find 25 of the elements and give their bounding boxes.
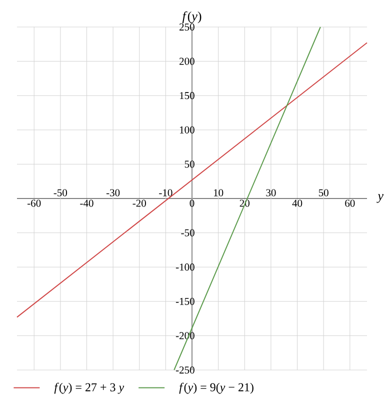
x-tick-label: -60 [28,200,41,207]
legend-label: f(y) = 27 + 3 y [54,382,124,394]
y-tick-label: 200 [180,58,194,65]
y-tick-label: -50 [181,229,194,236]
y-tick-label: -150 [176,298,194,305]
y-tick-label: 150 [180,92,194,100]
y-tick-label: 250 [180,23,194,31]
x2-tick-label: -50 [54,189,68,196]
y-axis-title: f(y) [182,11,202,24]
y-tick-label: -100 [176,264,194,271]
x2-tick-label: 50 [318,189,328,196]
x2-tick-label: 30 [266,189,276,196]
x-axis-title: y [376,194,384,203]
x-tick-label: 40 [292,200,302,207]
x2-tick-label: -30 [106,189,120,196]
x2-tick-label: 10 [214,189,224,196]
y-tick-label: -250 [176,366,194,374]
x-tick-label: 60 [345,200,355,207]
y-tick-label: 50 [184,160,194,168]
y-tick-label: 100 [180,126,194,134]
x-tick-label: -40 [80,200,94,207]
x-tick-label: -20 [132,200,146,207]
x-tick-label: 0 [190,200,194,207]
legend-label: f(y) = 9(y − 21) [179,382,254,394]
x2-tick-label: -10 [159,189,172,196]
